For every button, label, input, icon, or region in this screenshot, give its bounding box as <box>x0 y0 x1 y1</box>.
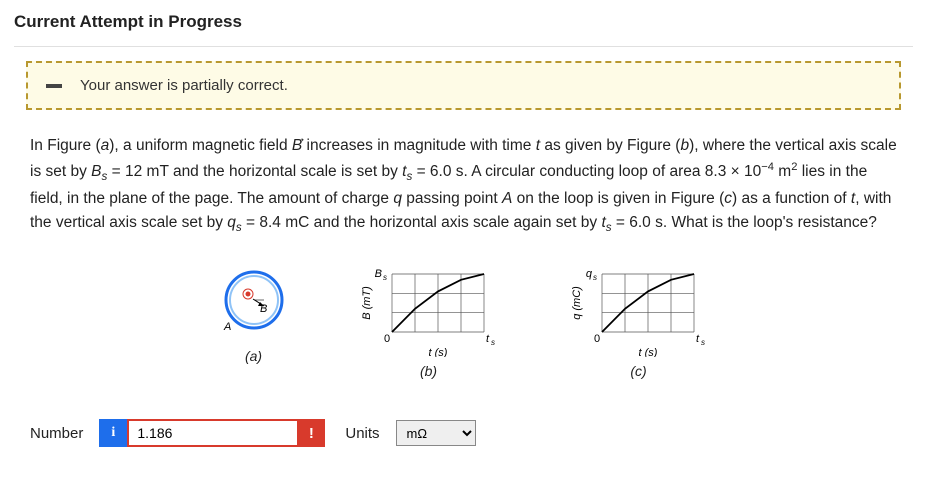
svg-text:s: s <box>491 338 495 347</box>
problem-text: In Figure (a), a uniform magnetic field … <box>30 134 897 238</box>
figure-a-label: (a) <box>245 348 262 364</box>
figure-b-label: (b) <box>420 363 437 379</box>
alert-text: Your answer is partially correct. <box>80 77 288 94</box>
svg-text:t: t <box>696 333 700 345</box>
figure-b: 0Bstst (s)B (mT) (b) <box>354 262 504 379</box>
svg-text:B (mT): B (mT) <box>361 286 373 320</box>
figure-b-svg: 0Bstst (s)B (mT) <box>354 262 504 357</box>
figure-c-svg: 0qstst (s)q (mC) <box>564 262 714 357</box>
svg-text:t (s): t (s) <box>428 347 447 357</box>
number-label: Number <box>30 425 83 442</box>
svg-text:s: s <box>383 273 387 282</box>
figure-a: B A (a) <box>214 262 294 379</box>
info-icon[interactable]: i <box>99 419 127 447</box>
minus-icon <box>46 84 62 88</box>
figures-row: B A (a) 0Bstst (s)B (mT) (b) 0qstst (s)q… <box>14 262 913 379</box>
number-input-group: i ! <box>99 419 325 447</box>
svg-text:q: q <box>585 268 592 280</box>
svg-text:B: B <box>260 303 267 315</box>
page-title: Current Attempt in Progress <box>14 12 913 32</box>
divider <box>14 46 913 47</box>
figure-c-label: (c) <box>630 363 646 379</box>
number-input[interactable] <box>127 419 297 447</box>
figure-a-svg: B A <box>214 262 294 342</box>
svg-text:0: 0 <box>594 333 600 345</box>
svg-text:t: t <box>486 333 490 345</box>
svg-text:t (s): t (s) <box>638 347 657 357</box>
figure-c: 0qstst (s)q (mC) (c) <box>564 262 714 379</box>
svg-text:A: A <box>223 321 231 333</box>
units-select[interactable]: mΩ <box>396 420 476 446</box>
svg-text:q (mC): q (mC) <box>571 286 583 320</box>
svg-text:0: 0 <box>384 333 390 345</box>
svg-text:s: s <box>701 338 705 347</box>
alert-box: Your answer is partially correct. <box>26 61 901 110</box>
answer-row: Number i ! Units mΩ <box>30 419 897 447</box>
error-icon: ! <box>297 419 325 447</box>
units-label: Units <box>345 425 379 442</box>
svg-text:B: B <box>374 268 381 280</box>
svg-text:s: s <box>593 273 597 282</box>
